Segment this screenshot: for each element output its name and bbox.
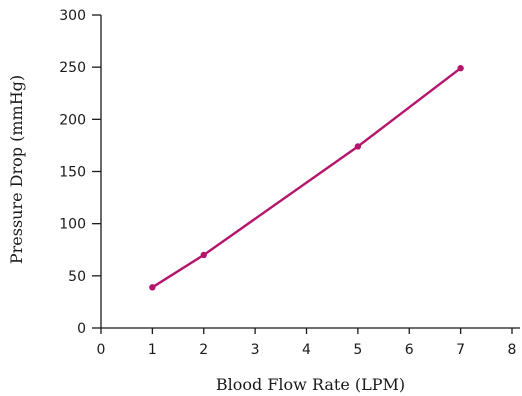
y-axis-title: Pressure Drop (mmHg) xyxy=(7,75,26,264)
y-tick-label-0: 0 xyxy=(77,321,86,337)
x-tick-label-1: 1 xyxy=(148,342,157,358)
x-tick-label-6: 6 xyxy=(405,342,414,358)
y-tick-label-200: 200 xyxy=(59,112,86,128)
x-tick-label-4: 4 xyxy=(302,342,311,358)
x-tick-label-8: 8 xyxy=(508,342,517,358)
series-line-0 xyxy=(151,67,462,289)
x-tick-label-5: 5 xyxy=(353,342,362,358)
y-tick-label-250: 250 xyxy=(59,60,86,76)
x-tick-label-0: 0 xyxy=(97,342,106,358)
y-tick-label-150: 150 xyxy=(59,165,86,181)
data-point-1 xyxy=(149,284,156,291)
x-ticks: 0 1 2 3 4 5 6 7 8 xyxy=(97,328,517,358)
y-tick-label-50: 50 xyxy=(68,269,86,285)
data-point-5 xyxy=(354,143,362,150)
x-tick-label-3: 3 xyxy=(251,342,260,358)
x-tick-label-7: 7 xyxy=(456,342,465,358)
y-tick-label-300: 300 xyxy=(59,8,86,24)
x-tick-label-2: 2 xyxy=(199,342,208,358)
data-point-2 xyxy=(200,251,207,259)
data-point-7 xyxy=(457,65,464,72)
series-layer xyxy=(149,65,464,291)
y-ticks: 0 50 100 150 200 250 300 xyxy=(59,8,101,337)
y-tick-label-100: 100 xyxy=(59,217,86,233)
x-axis-title: Blood Flow Rate (LPM) xyxy=(216,375,405,394)
